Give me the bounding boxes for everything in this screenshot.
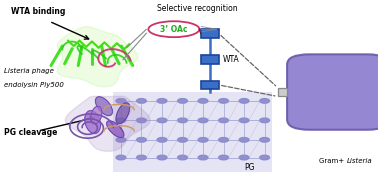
Circle shape — [178, 138, 187, 142]
Text: Selective recognition: Selective recognition — [157, 4, 237, 13]
Circle shape — [260, 155, 270, 160]
Circle shape — [136, 155, 146, 160]
Text: Gram+: Gram+ — [319, 158, 347, 164]
Text: endolysin Ply500: endolysin Ply500 — [4, 82, 64, 88]
Circle shape — [157, 118, 167, 123]
Text: 3’ OAc: 3’ OAc — [160, 25, 187, 34]
Circle shape — [157, 99, 167, 103]
Circle shape — [136, 138, 146, 142]
Circle shape — [260, 138, 270, 142]
Circle shape — [218, 155, 228, 160]
Circle shape — [116, 138, 126, 142]
Polygon shape — [85, 111, 101, 134]
Circle shape — [198, 138, 208, 142]
Circle shape — [218, 118, 228, 123]
Circle shape — [260, 99, 270, 103]
Circle shape — [136, 99, 146, 103]
Circle shape — [239, 155, 249, 160]
FancyBboxPatch shape — [201, 81, 219, 89]
Polygon shape — [107, 121, 124, 138]
Circle shape — [178, 99, 187, 103]
Circle shape — [116, 155, 126, 160]
Circle shape — [178, 155, 187, 160]
Text: Listeria phage: Listeria phage — [4, 68, 54, 74]
Polygon shape — [57, 26, 138, 87]
Polygon shape — [65, 96, 150, 151]
Circle shape — [218, 99, 228, 103]
Text: WTA: WTA — [223, 55, 239, 64]
Circle shape — [218, 138, 228, 142]
Circle shape — [198, 118, 208, 123]
Text: WTA binding: WTA binding — [11, 7, 66, 16]
Circle shape — [239, 118, 249, 123]
Circle shape — [157, 155, 167, 160]
Circle shape — [198, 155, 208, 160]
Circle shape — [178, 118, 187, 123]
FancyBboxPatch shape — [201, 55, 219, 64]
Text: PG: PG — [244, 163, 254, 172]
Circle shape — [136, 118, 146, 123]
Circle shape — [239, 138, 249, 142]
Circle shape — [239, 99, 249, 103]
FancyBboxPatch shape — [277, 88, 287, 96]
Ellipse shape — [148, 21, 200, 37]
Polygon shape — [116, 103, 130, 124]
Text: Listeria: Listeria — [347, 158, 372, 164]
Circle shape — [116, 99, 126, 103]
Polygon shape — [96, 97, 112, 116]
Circle shape — [116, 118, 126, 123]
Circle shape — [198, 99, 208, 103]
Polygon shape — [91, 106, 102, 124]
Text: PG cleavage: PG cleavage — [4, 128, 57, 137]
FancyBboxPatch shape — [113, 92, 272, 172]
FancyBboxPatch shape — [201, 29, 219, 38]
Circle shape — [260, 118, 270, 123]
Circle shape — [157, 138, 167, 142]
FancyBboxPatch shape — [287, 54, 378, 130]
